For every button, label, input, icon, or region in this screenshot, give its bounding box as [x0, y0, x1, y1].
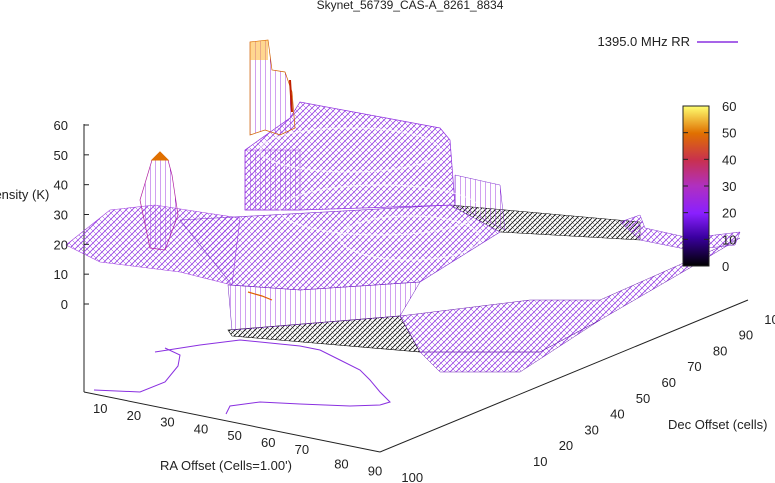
x-tick-label: 40	[194, 421, 208, 436]
floor-contour	[154, 339, 391, 415]
x-axis-line	[83, 391, 381, 453]
colorbar-ticks: 0 10 20 30 40 50 60	[683, 99, 736, 274]
y-tick-label: 20	[559, 438, 573, 453]
z-tick-label: 30	[54, 208, 68, 223]
legend: 1395.0 MHz RR	[598, 34, 738, 49]
y-axis-line	[379, 299, 749, 453]
y-tick-label: 30	[584, 422, 598, 437]
x-tick-label: 80	[334, 457, 348, 472]
x-tick-label: 10	[93, 401, 107, 416]
colorbar-tick-label: 20	[722, 206, 736, 221]
orange-fragment	[247, 291, 273, 301]
floor-axes	[83, 124, 749, 453]
x-axis-label: RA Offset (Cells=1.00')	[160, 458, 292, 473]
x-tick-label: 90	[368, 463, 382, 478]
z-tick-label: 20	[54, 237, 68, 252]
colorbar-tick-label: 50	[722, 126, 736, 141]
x-tick-label: 70	[295, 442, 309, 457]
legend-label: 1395.0 MHz RR	[598, 34, 690, 49]
middle-plateau	[179, 204, 501, 291]
plateau-front-wall	[244, 149, 301, 211]
tall-spike-tip	[250, 40, 268, 60]
x-tick-label: 50	[227, 428, 241, 443]
colorbar-tick-label: 10	[722, 232, 736, 247]
spike-edge-highlight	[289, 79, 293, 113]
plateau-ring-upper	[259, 127, 441, 173]
surface-mesh	[65, 39, 741, 415]
colorbar-tick-label: 60	[722, 99, 736, 114]
left-peak-tip	[150, 151, 170, 161]
x-axis-ticks: 10 20 30 40 50 60 70 80 90 100	[93, 401, 423, 483]
z-tick-label: 60	[54, 118, 68, 133]
z-tick-label: 40	[54, 178, 68, 193]
y-tick-label: 60	[662, 375, 676, 390]
z-tick-label: 10	[54, 267, 68, 282]
colorbar-tick-label: 40	[722, 152, 736, 167]
trench-wall	[227, 281, 421, 331]
floor-contour-left	[93, 347, 181, 393]
colorbar-tick-label: 30	[722, 179, 736, 194]
front-slope	[419, 319, 601, 373]
y-axis-ticks: 10 20 30 40 50 60 70 80 90 100	[533, 312, 775, 469]
colorbar-tick-label: 0	[722, 259, 729, 274]
z-tick-label: 50	[54, 148, 68, 163]
y-tick-label: 80	[713, 343, 727, 358]
y-tick-label: 90	[739, 328, 753, 343]
z-axis-ticks: 0 10 20 30 40 50 60	[54, 118, 89, 312]
colorbar: 0 10 20 30 40 50 60	[682, 99, 736, 274]
tall-spike	[249, 39, 296, 136]
x-tick-label: 30	[160, 415, 174, 430]
y-axis-label: Dec Offset (cells)	[668, 417, 767, 432]
x-tick-label: 100	[401, 470, 423, 483]
z-axis-label: Intensity (K)	[0, 187, 49, 202]
y-tick-label: 10	[533, 454, 547, 469]
y-tick-label: 50	[636, 391, 650, 406]
plateau-side-wall	[454, 174, 506, 231]
right-ridge	[619, 214, 741, 251]
y-tick-label: 70	[687, 359, 701, 374]
y-tick-label: 40	[610, 407, 624, 422]
x-tick-label: 20	[127, 408, 141, 423]
plateau-ring-lower	[339, 215, 481, 261]
y-tick-label: 100	[764, 312, 775, 327]
z-tick-label: 0	[61, 297, 68, 312]
chart-title: Skynet_56739_CAS-A_8261_8834	[317, 0, 504, 12]
plateau-ring-middle	[279, 184, 481, 236]
x-tick-label: 60	[261, 435, 275, 450]
